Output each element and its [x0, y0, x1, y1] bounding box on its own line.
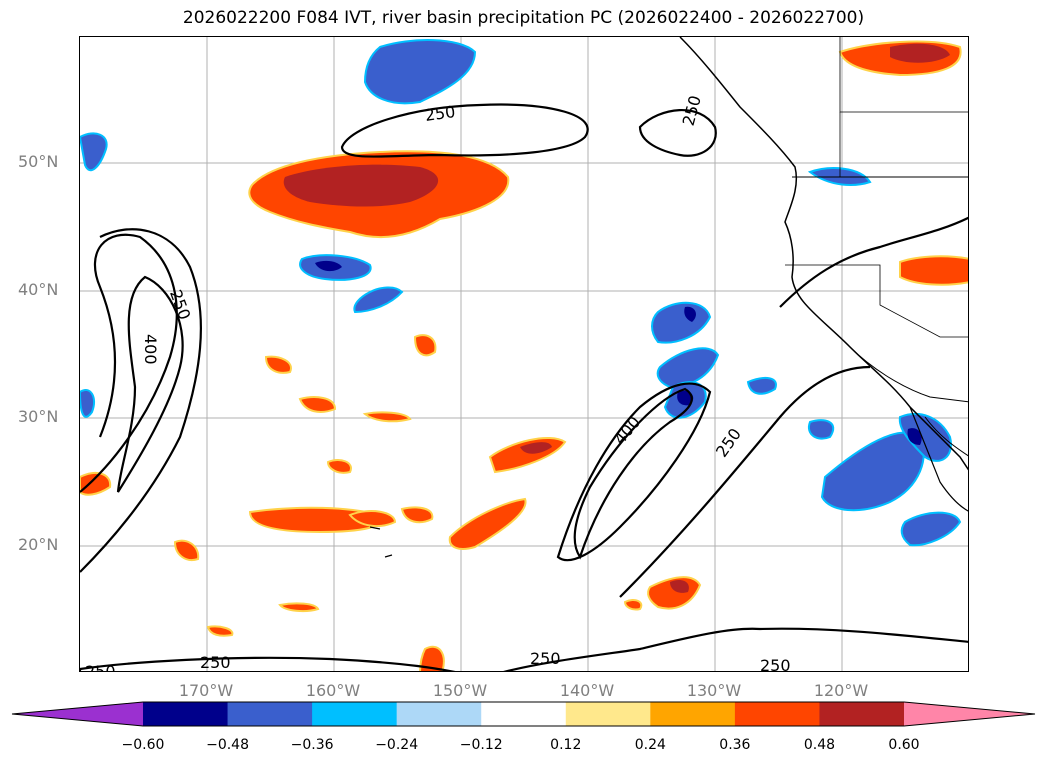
lat-label-20n: 20°N [18, 535, 59, 554]
colorbar-tick-label: −0.36 [290, 737, 334, 753]
colorbar-tick-label: 0.60 [888, 737, 920, 753]
colorbar-segments [12, 702, 1035, 726]
colorbar-segment [227, 702, 313, 726]
colorbar-tick-label: −0.24 [375, 737, 419, 753]
colorbar-segment [143, 702, 229, 726]
lat-label-40n: 40°N [18, 280, 59, 299]
contour-label: 250 [679, 93, 705, 127]
colorbar-tick-label: 0.24 [634, 737, 666, 753]
coastlines [369, 37, 968, 558]
map-canvas: 250 250 400 400 250 250 250 250 250 250 [80, 37, 968, 672]
colorbar-tick-label: −0.60 [121, 737, 165, 753]
contour-label: 250 [85, 662, 116, 672]
colorbar-extend-low [12, 702, 143, 726]
colorbar-tick-label: 0.48 [803, 737, 836, 753]
figure-title: 2026022200 F084 IVT, river basin precipi… [182, 8, 865, 28]
precip-pc-fills [80, 39, 968, 671]
colorbar-segment [734, 702, 820, 726]
colorbar-segment [481, 702, 567, 726]
colorbar-tick-label: 0.36 [719, 737, 751, 753]
lon-label-160w: 160°W [305, 681, 361, 700]
colorbar-segment [650, 702, 736, 726]
contour-label: 250 [200, 653, 231, 672]
lat-label-30n: 30°N [18, 407, 59, 426]
lon-label-150w: 150°W [432, 681, 488, 700]
colorbar-extend-high [904, 702, 1035, 726]
lon-label-130w: 130°W [686, 681, 742, 700]
contour-label: 250 [166, 287, 194, 322]
contour-label: 250 [712, 425, 745, 461]
gridlines [80, 37, 968, 671]
colorbar-segment [819, 702, 905, 726]
lon-label-120w: 120°W [813, 681, 869, 700]
colorbar-tick-label: 0.12 [550, 737, 582, 753]
lon-label-140w: 140°W [559, 681, 615, 700]
contour-label: 250 [530, 649, 561, 668]
colorbar [11, 701, 1036, 727]
lat-label-50n: 50°N [18, 152, 59, 171]
colorbar-segment [396, 702, 482, 726]
contour-label-group: 250 250 400 400 250 250 250 250 250 250 [85, 93, 791, 672]
contour-label: 400 [141, 334, 160, 365]
colorbar-tick-label: −0.48 [206, 737, 249, 753]
contour-label: 250 [760, 656, 791, 672]
colorbar-tick-label: −0.12 [459, 737, 503, 753]
colorbar-segment [565, 702, 651, 726]
contour-label: 250 [424, 102, 457, 125]
lon-label-170w: 170°W [178, 681, 234, 700]
colorbar-segment [312, 702, 398, 726]
ivt-contours [80, 103, 968, 671]
map-panel: 250 250 400 400 250 250 250 250 250 250 [79, 36, 969, 672]
